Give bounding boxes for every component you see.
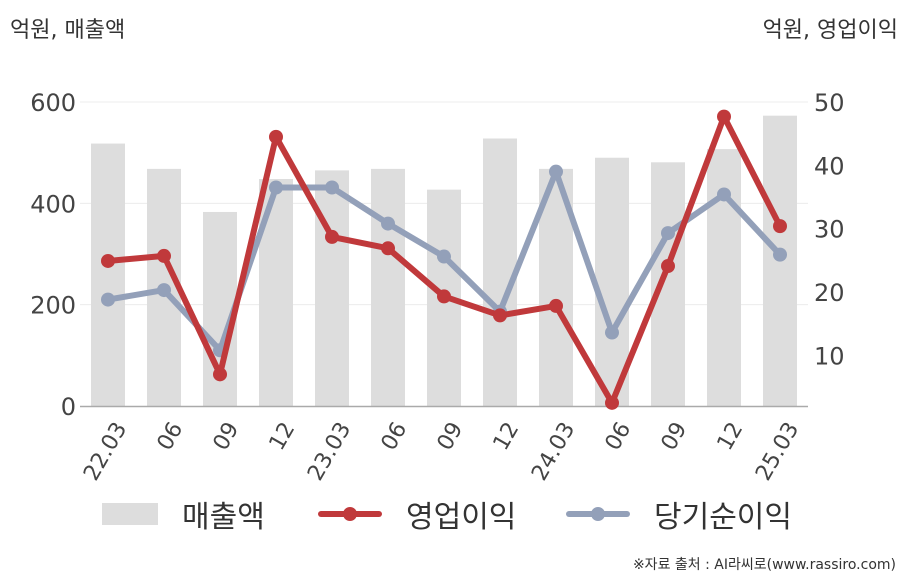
- point-net-profit: [605, 325, 619, 340]
- left-tick-label: 400: [30, 190, 76, 218]
- left-axis-unit: 억원, 매출액: [10, 18, 126, 43]
- x-tick-label: 09: [433, 418, 469, 455]
- legend-item-operating-profit: 영업이익: [318, 492, 516, 536]
- point-operating-profit: [773, 219, 787, 234]
- bar-revenue: [651, 162, 685, 406]
- legend-item-net-profit: 당기순이익: [566, 492, 792, 536]
- legend-label-revenue: 매출액: [182, 500, 265, 535]
- legend-swatch-revenue: [102, 503, 158, 525]
- point-net-profit: [157, 283, 171, 298]
- bar-revenue: [91, 143, 125, 406]
- x-tick-label: 22.03: [79, 418, 132, 485]
- point-operating-profit: [493, 308, 507, 323]
- point-operating-profit: [157, 248, 171, 263]
- x-tick-label: 06: [601, 418, 637, 455]
- point-net-profit: [549, 164, 563, 179]
- point-operating-profit: [717, 109, 731, 124]
- point-operating-profit: [605, 395, 619, 410]
- legend-item-revenue: 매출액: [102, 492, 265, 536]
- left-tick-label: 200: [30, 292, 76, 320]
- point-operating-profit: [549, 298, 563, 313]
- legend: 매출액 영업이익 당기순이익: [0, 492, 908, 536]
- bar-revenue: [315, 170, 349, 406]
- point-operating-profit: [325, 229, 339, 244]
- x-tick-label: 12: [489, 418, 525, 455]
- point-net-profit: [381, 216, 395, 231]
- x-tick-label: 12: [713, 418, 749, 455]
- legend-swatch-net-profit: [566, 503, 630, 525]
- point-net-profit: [437, 249, 451, 264]
- x-tick-label: 09: [209, 418, 245, 455]
- legend-label-operating-profit: 영업이익: [406, 500, 517, 535]
- x-tick-label: 09: [657, 418, 693, 455]
- x-tick-label: 24.03: [527, 418, 580, 485]
- right-tick-label: 20: [814, 279, 845, 307]
- x-tick-label: 06: [153, 418, 189, 455]
- right-tick-label: 40: [814, 152, 845, 180]
- point-net-profit: [661, 226, 675, 241]
- point-net-profit: [325, 180, 339, 195]
- bar-revenue: [483, 138, 517, 407]
- point-net-profit: [101, 292, 115, 307]
- point-operating-profit: [269, 129, 283, 144]
- point-operating-profit: [437, 289, 451, 304]
- point-net-profit: [269, 180, 283, 195]
- legend-label-net-profit: 당기순이익: [654, 500, 792, 535]
- left-tick-label: 600: [30, 89, 76, 117]
- x-tick-label: 06: [377, 418, 413, 455]
- source-note: ※자료 출처 : AI라씨로(www.rassiro.com): [632, 557, 896, 573]
- right-tick-label: 50: [814, 89, 845, 117]
- point-operating-profit: [661, 259, 675, 274]
- bar-revenue: [595, 157, 629, 406]
- right-tick-label: 10: [814, 342, 845, 370]
- right-axis-unit: 억원, 영업이익: [762, 18, 898, 43]
- point-operating-profit: [101, 253, 115, 268]
- legend-swatch-operating-profit: [318, 503, 382, 525]
- left-tick-label: 0: [61, 393, 76, 421]
- x-tick-label: 12: [265, 418, 301, 455]
- point-net-profit: [773, 247, 787, 262]
- point-operating-profit: [381, 241, 395, 256]
- x-tick-label: 25.03: [751, 418, 804, 485]
- bar-revenue: [371, 168, 405, 406]
- x-tick-label: 23.03: [303, 418, 356, 485]
- point-net-profit: [717, 187, 731, 202]
- right-tick-label: 30: [814, 216, 845, 244]
- point-operating-profit: [213, 367, 227, 382]
